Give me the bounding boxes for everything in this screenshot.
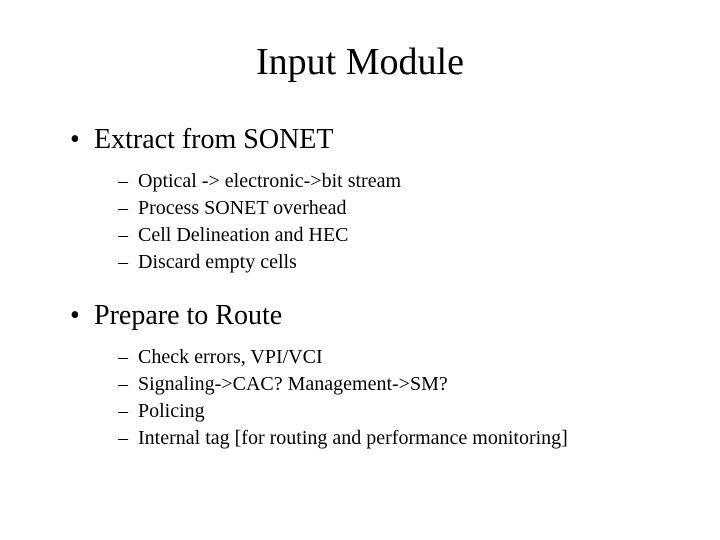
item-text: Policing [138,400,205,422]
section-items-1: –Check errors, VPI/VCI –Signaling->CAC? … [50,344,670,452]
item-text: Cell Delineation and HEC [138,224,349,246]
item-text: Signaling->CAC? Management->SM? [138,373,448,395]
section-heading-1: •Prepare to Route [50,300,670,332]
section-items-0: –Optical -> electronic->bit stream –Proc… [50,168,670,276]
dash-icon: – [118,371,138,398]
bullet-icon: • [70,300,94,332]
slide-title: Input Module [50,40,670,84]
dash-icon: – [118,425,138,452]
item-text: Discard empty cells [138,251,297,273]
section-heading-text: Extract from SONET [94,124,334,155]
list-item: –Discard empty cells [118,249,670,276]
dash-icon: – [118,168,138,195]
item-text: Check errors, VPI/VCI [138,346,323,368]
dash-icon: – [118,195,138,222]
item-text: Process SONET overhead [138,197,346,219]
list-item: –Internal tag [for routing and performan… [118,425,670,452]
list-item: –Optical -> electronic->bit stream [118,168,670,195]
list-item: –Signaling->CAC? Management->SM? [118,371,670,398]
section-heading-0: •Extract from SONET [50,124,670,156]
dash-icon: – [118,398,138,425]
list-item: –Policing [118,398,670,425]
list-item: –Cell Delineation and HEC [118,222,670,249]
dash-icon: – [118,344,138,371]
bullet-icon: • [70,124,94,156]
section-heading-text: Prepare to Route [94,300,282,331]
list-item: –Process SONET overhead [118,195,670,222]
item-text: Internal tag [for routing and performanc… [138,427,568,449]
dash-icon: – [118,222,138,249]
dash-icon: – [118,249,138,276]
item-text: Optical -> electronic->bit stream [138,170,401,192]
list-item: –Check errors, VPI/VCI [118,344,670,371]
